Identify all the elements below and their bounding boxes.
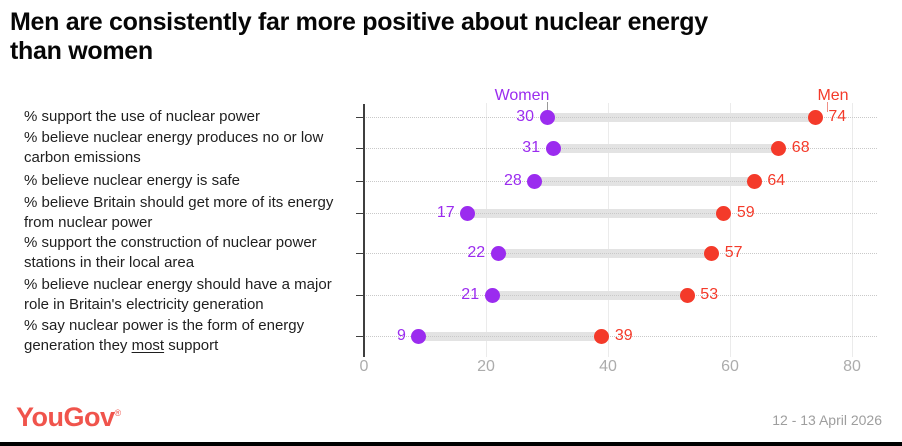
row-dotted-gridline [364, 295, 877, 296]
axis-row-tick [356, 295, 363, 296]
women-dot [490, 245, 506, 261]
y-axis-line [363, 104, 365, 357]
vertical-gridline [729, 103, 731, 357]
men-dot [594, 328, 610, 344]
axis-row-tick [356, 117, 363, 118]
men-dot [807, 109, 823, 125]
x-axis-tick-label: 80 [843, 358, 861, 375]
women-value-label: 22 [467, 244, 486, 261]
women-value-label: 17 [436, 204, 455, 221]
bottom-border [0, 442, 902, 446]
axis-row-tick [356, 253, 363, 254]
yougov-logo-text: YouGov [16, 402, 115, 432]
fieldwork-date: 12 - 13 April 2026 [772, 412, 882, 428]
men-dot [679, 287, 695, 303]
women-dot [545, 140, 561, 156]
men-value-label: 59 [736, 204, 755, 221]
women-dot [527, 173, 543, 189]
x-axis-tick-label: 20 [477, 358, 495, 375]
men-value-label: 68 [791, 139, 810, 156]
row-dotted-gridline [364, 148, 877, 149]
axis-row-tick [356, 148, 363, 149]
x-axis-tick-label: 60 [721, 358, 739, 375]
category-label: % believe nuclear energy is safe [24, 172, 240, 189]
men-value-label: 74 [828, 108, 847, 125]
women-dot [411, 328, 427, 344]
vertical-gridline [851, 103, 853, 357]
women-value-label: 28 [504, 172, 522, 189]
category-label: % support the use of nuclear power [24, 108, 260, 125]
legend-women-label: Women [494, 87, 550, 104]
vertical-gridline [607, 103, 609, 357]
category-label: % believe Britain should get more of its… [24, 194, 334, 231]
row-dotted-gridline [364, 253, 877, 254]
women-dot [460, 205, 476, 221]
axis-row-tick [356, 336, 363, 337]
men-value-label: 64 [767, 172, 786, 189]
category-label: % believe nuclear energy should have a m… [24, 276, 332, 313]
men-value-label: 53 [700, 286, 719, 303]
row-dotted-gridline [364, 336, 877, 337]
legend-men-callout-line [827, 102, 828, 112]
legend-men-label: Men [817, 87, 849, 104]
row-dotted-gridline [364, 117, 877, 118]
registered-trademark-icon: ® [114, 408, 122, 418]
men-dot [771, 140, 787, 156]
yougov-logo: YouGov® [16, 402, 121, 433]
category-label: % say nuclear power is the form of energ… [24, 317, 305, 354]
men-dot [716, 205, 732, 221]
row-dotted-gridline [364, 213, 877, 214]
legend-women-callout-line [547, 102, 548, 112]
women-dot [539, 109, 555, 125]
row-dotted-gridline [364, 181, 877, 182]
x-axis-tick-label: 0 [359, 358, 369, 375]
men-dot [704, 245, 720, 261]
men-dot [746, 173, 762, 189]
vertical-gridline [485, 103, 487, 357]
men-value-label: 39 [614, 327, 633, 344]
page-title-line-2: than women [10, 37, 153, 65]
women-value-label: 21 [461, 286, 480, 303]
women-value-label: 31 [522, 139, 541, 156]
women-value-label: 9 [396, 327, 406, 344]
women-dot [484, 287, 500, 303]
axis-row-tick [356, 181, 363, 182]
x-axis-tick-label: 40 [599, 358, 617, 375]
men-value-label: 57 [724, 244, 743, 261]
women-value-label: 30 [516, 108, 534, 125]
category-label: % believe nuclear energy produces no or … [24, 129, 324, 166]
category-label: % support the construction of nuclear po… [24, 234, 317, 271]
page-title-line-1: Men are consistently far more positive a… [10, 8, 708, 36]
axis-row-tick [356, 213, 363, 214]
